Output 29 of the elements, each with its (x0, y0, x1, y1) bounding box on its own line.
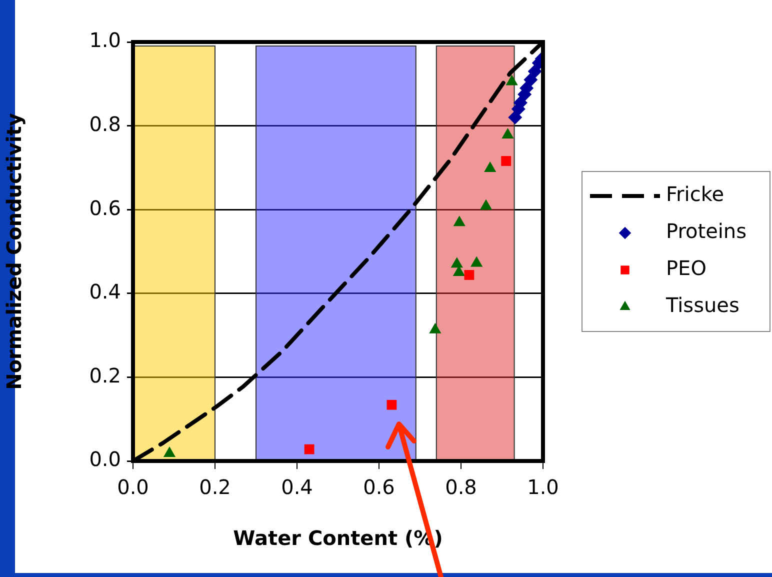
point (528, 64, 542, 78)
point (524, 72, 538, 87)
y-tick-label: 0.6 (89, 196, 121, 220)
x-tick-label: 0.4 (281, 475, 313, 500)
x-tick-label: 0.2 (199, 475, 231, 500)
y-tick-label: 1.0 (89, 28, 121, 52)
x-tick-label: 1.0 (527, 475, 559, 500)
y-axis-title: Normalized Conductivity (2, 113, 26, 390)
point (501, 156, 512, 166)
x-tick-label: 0.0 (117, 475, 149, 500)
legend-label: Fricke (666, 182, 724, 206)
point (470, 256, 483, 267)
legend-label: Tissues (665, 293, 740, 318)
point (450, 257, 463, 268)
legend-label: Proteins (666, 219, 747, 244)
y-tick-label: 0.0 (89, 447, 121, 472)
y-tick-label: 0.2 (89, 363, 121, 388)
point (480, 199, 492, 210)
y-tick-label: 0.8 (89, 112, 121, 136)
x-tick-label: 0.8 (445, 475, 477, 500)
point (464, 270, 474, 280)
x-tick-label: 0.6 (363, 475, 395, 500)
point (484, 162, 496, 172)
point (429, 322, 442, 334)
point (163, 446, 176, 457)
y-tick-label: 0.4 (89, 280, 121, 304)
point (453, 216, 466, 226)
legend-label: PEO (666, 256, 706, 280)
point (502, 128, 514, 139)
